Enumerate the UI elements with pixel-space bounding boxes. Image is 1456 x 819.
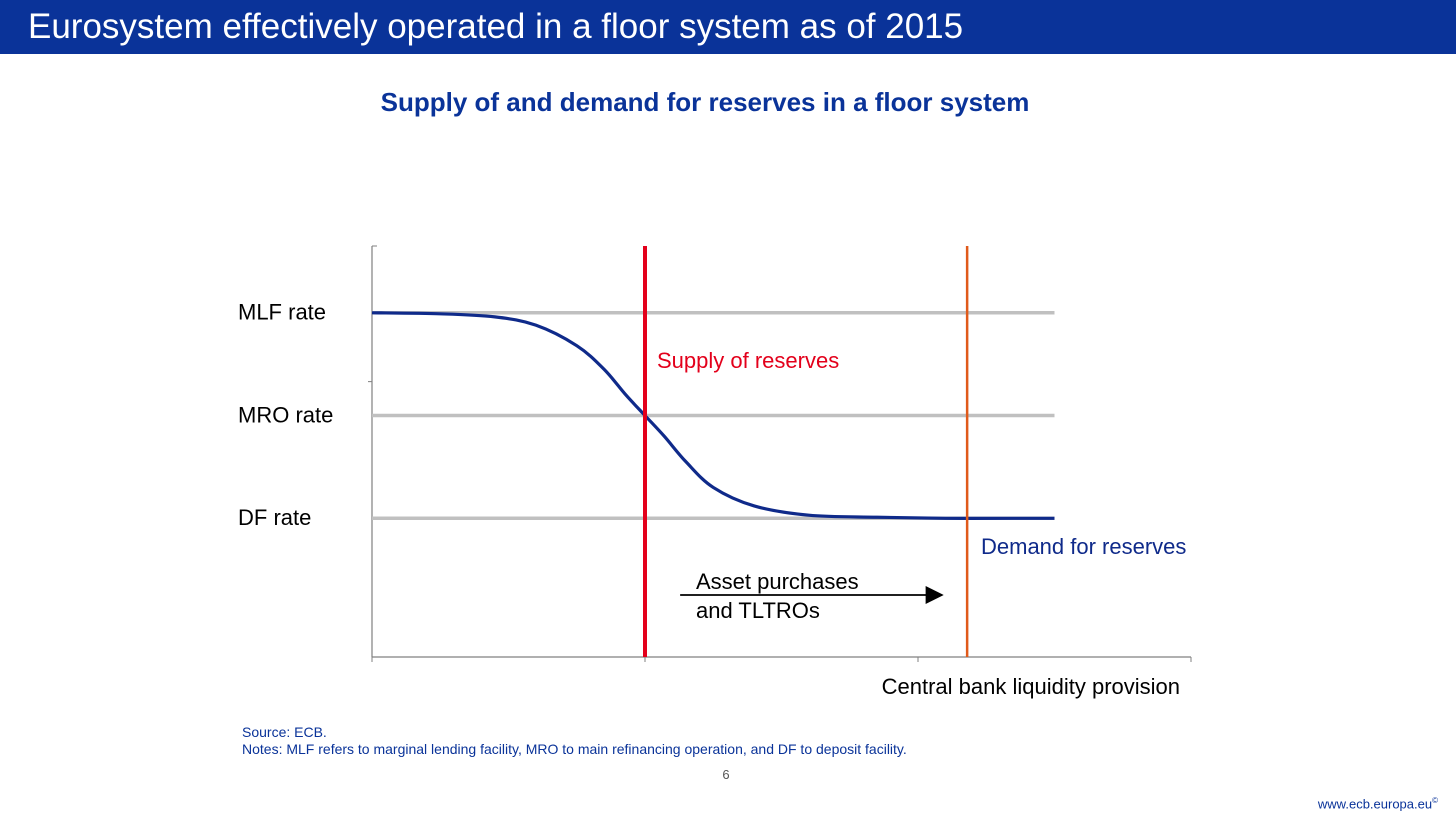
footer-url-text[interactable]: www.ecb.europa.eu	[1317, 796, 1433, 812]
rate-label-2: DF rate	[238, 505, 311, 530]
demand-curve	[371, 311, 1055, 520]
x-axis-label: Central bank liquidity provision	[882, 674, 1180, 699]
copyright-mark: ©	[1432, 796, 1438, 805]
rate-label-1: MRO rate	[238, 402, 333, 427]
chart-title: Supply of and demand for reserves in a f…	[380, 87, 1030, 117]
source-note: Source: ECB.	[242, 724, 327, 740]
demand-label: Demand for reserves	[981, 534, 1186, 559]
shift-label-line2: and TLTROs	[696, 598, 820, 623]
footer-url[interactable]: www.ecb.europa.eu©	[1318, 796, 1438, 811]
page-number: 6	[722, 767, 730, 782]
supply-label: Supply of reserves	[657, 348, 839, 373]
notes-text: Notes: MLF refers to marginal lending fa…	[242, 741, 907, 757]
rate-label-0: MLF rate	[238, 300, 326, 325]
header-bar: Eurosystem effectively operated in a flo…	[0, 0, 1456, 54]
shift-label-line1: Asset purchases	[696, 569, 859, 594]
slide-title: Eurosystem effectively operated in a flo…	[28, 7, 964, 46]
